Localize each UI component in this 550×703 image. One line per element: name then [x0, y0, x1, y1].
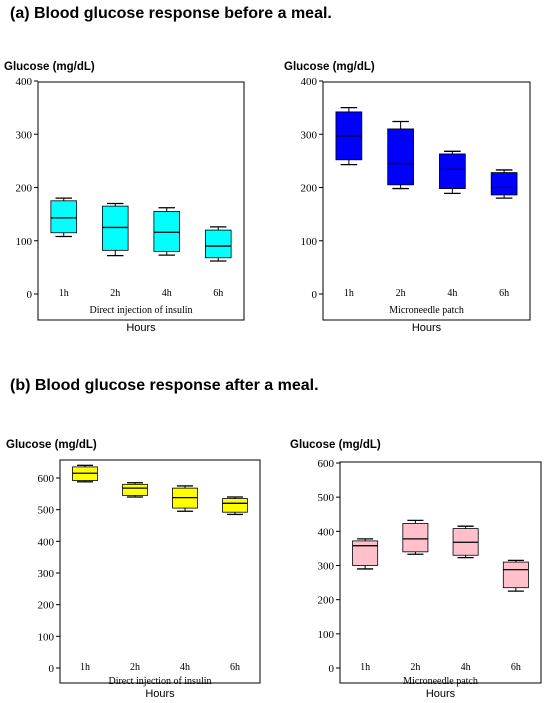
- box-6h: [502, 559, 529, 592]
- y-tick-label: 400: [16, 76, 33, 88]
- y-tick-label: 100: [318, 629, 335, 641]
- plot-frame: [339, 461, 542, 684]
- y-axis-label: Glucose (mg/dL): [290, 439, 381, 451]
- category-label: 6h: [511, 662, 521, 673]
- box-body: [439, 153, 466, 189]
- box-2h: [101, 202, 129, 257]
- category-label: 4h: [447, 288, 457, 299]
- box-body: [50, 200, 78, 234]
- y-tick-label: 300: [301, 129, 318, 141]
- x-axis-label: Hours: [412, 322, 442, 334]
- box-4h: [153, 207, 181, 256]
- y-axis-label: Glucose (mg/dL): [6, 439, 97, 451]
- chart-3: Glucose (mg/dL) 0 100 200 300 400 500 600 1h 2h 4h…: [6, 439, 261, 700]
- y-tick-label: 100: [16, 236, 33, 248]
- y-tick-label: 400: [301, 76, 318, 88]
- category-label: 1h: [59, 288, 69, 299]
- box-2h: [402, 519, 429, 555]
- box-body: [204, 229, 232, 259]
- category-label: 2h: [410, 662, 420, 673]
- y-tick-label: 400: [38, 536, 55, 548]
- x-axis-label: Hours: [145, 688, 175, 700]
- box-6h: [222, 496, 248, 516]
- box-body: [490, 172, 518, 196]
- y-tick-label: 100: [38, 631, 55, 643]
- box-1h: [335, 106, 363, 166]
- category-label: 4h: [461, 662, 471, 673]
- box-2h: [387, 120, 414, 190]
- category-label: 6h: [230, 662, 240, 673]
- y-tick-label: 300: [38, 568, 55, 580]
- y-tick-label: 200: [38, 600, 55, 612]
- y-axis-label: Glucose (mg/dL): [284, 61, 375, 73]
- box-4h: [172, 485, 198, 512]
- series-label: Microneedle patch: [403, 676, 478, 687]
- y-tick-label: 200: [16, 183, 33, 195]
- plot-frame: [59, 459, 261, 684]
- box-body: [502, 561, 529, 589]
- box-1h: [50, 197, 78, 238]
- chart-4: Glucose (mg/dL) 0 100 200 300 400 500 600 1h 2h 4h…: [290, 439, 542, 700]
- y-tick-label: 0: [329, 663, 335, 675]
- series-label: Direct injection of insulin: [108, 676, 211, 687]
- box-1h: [72, 464, 98, 483]
- category-label: 1h: [360, 662, 370, 673]
- y-tick-label: 0: [27, 289, 33, 301]
- box-4h: [452, 525, 479, 559]
- x-axis-label: Hours: [426, 688, 456, 700]
- category-label: 6h: [499, 288, 509, 299]
- x-axis-label: Hours: [126, 322, 156, 334]
- box-2h: [122, 482, 148, 498]
- category-label: 2h: [396, 288, 406, 299]
- y-tick-label: 600: [318, 458, 335, 470]
- y-tick-label: 300: [318, 561, 335, 573]
- box-body: [352, 540, 379, 566]
- box-4h: [439, 150, 466, 195]
- series-label: Direct injection of insulin: [89, 305, 192, 316]
- y-tick-label: 600: [38, 473, 55, 485]
- y-tick-label: 500: [318, 492, 335, 504]
- y-tick-label: 200: [301, 183, 318, 195]
- y-tick-label: 100: [301, 236, 318, 248]
- box-6h: [204, 226, 232, 262]
- box-6h: [490, 169, 518, 199]
- charts: Glucose (mg/dL) 0 100 200 300 400 1h 2h 4h 6h Dire…: [4, 61, 542, 700]
- y-tick-label: 300: [16, 129, 33, 141]
- plot-frame: [322, 81, 531, 321]
- plot-frame: [37, 81, 245, 321]
- box-body: [101, 205, 129, 251]
- box-body: [387, 128, 414, 186]
- box-1h: [352, 538, 379, 570]
- y-tick-label: 500: [38, 505, 55, 517]
- section-a-title: (a) Blood glucose response before a meal…: [10, 5, 332, 22]
- box-body: [402, 523, 429, 553]
- y-tick-label: 0: [49, 663, 55, 675]
- category-label: 4h: [180, 662, 190, 673]
- box-body: [222, 498, 248, 513]
- y-axis-label: Glucose (mg/dL): [4, 61, 95, 73]
- category-label: 2h: [130, 662, 140, 673]
- category-label: 6h: [213, 288, 223, 299]
- category-label: 4h: [162, 288, 172, 299]
- chart-2: Glucose (mg/dL) 0 100 200 300 400 1h 2h 4h 6h Micr…: [284, 61, 531, 334]
- box-body: [153, 211, 181, 252]
- category-label: 1h: [344, 288, 354, 299]
- category-label: 2h: [110, 288, 120, 299]
- box-body: [122, 483, 148, 496]
- category-label: 1h: [80, 662, 90, 673]
- series-label: Microneedle patch: [389, 305, 464, 316]
- chart-1: Glucose (mg/dL) 0 100 200 300 400 1h 2h 4h 6h Dire…: [4, 61, 245, 334]
- section-b-title: (b) Blood glucose response after a meal.: [10, 377, 319, 394]
- y-tick-label: 400: [318, 526, 335, 538]
- y-tick-label: 200: [318, 595, 335, 607]
- y-tick-label: 0: [312, 289, 318, 301]
